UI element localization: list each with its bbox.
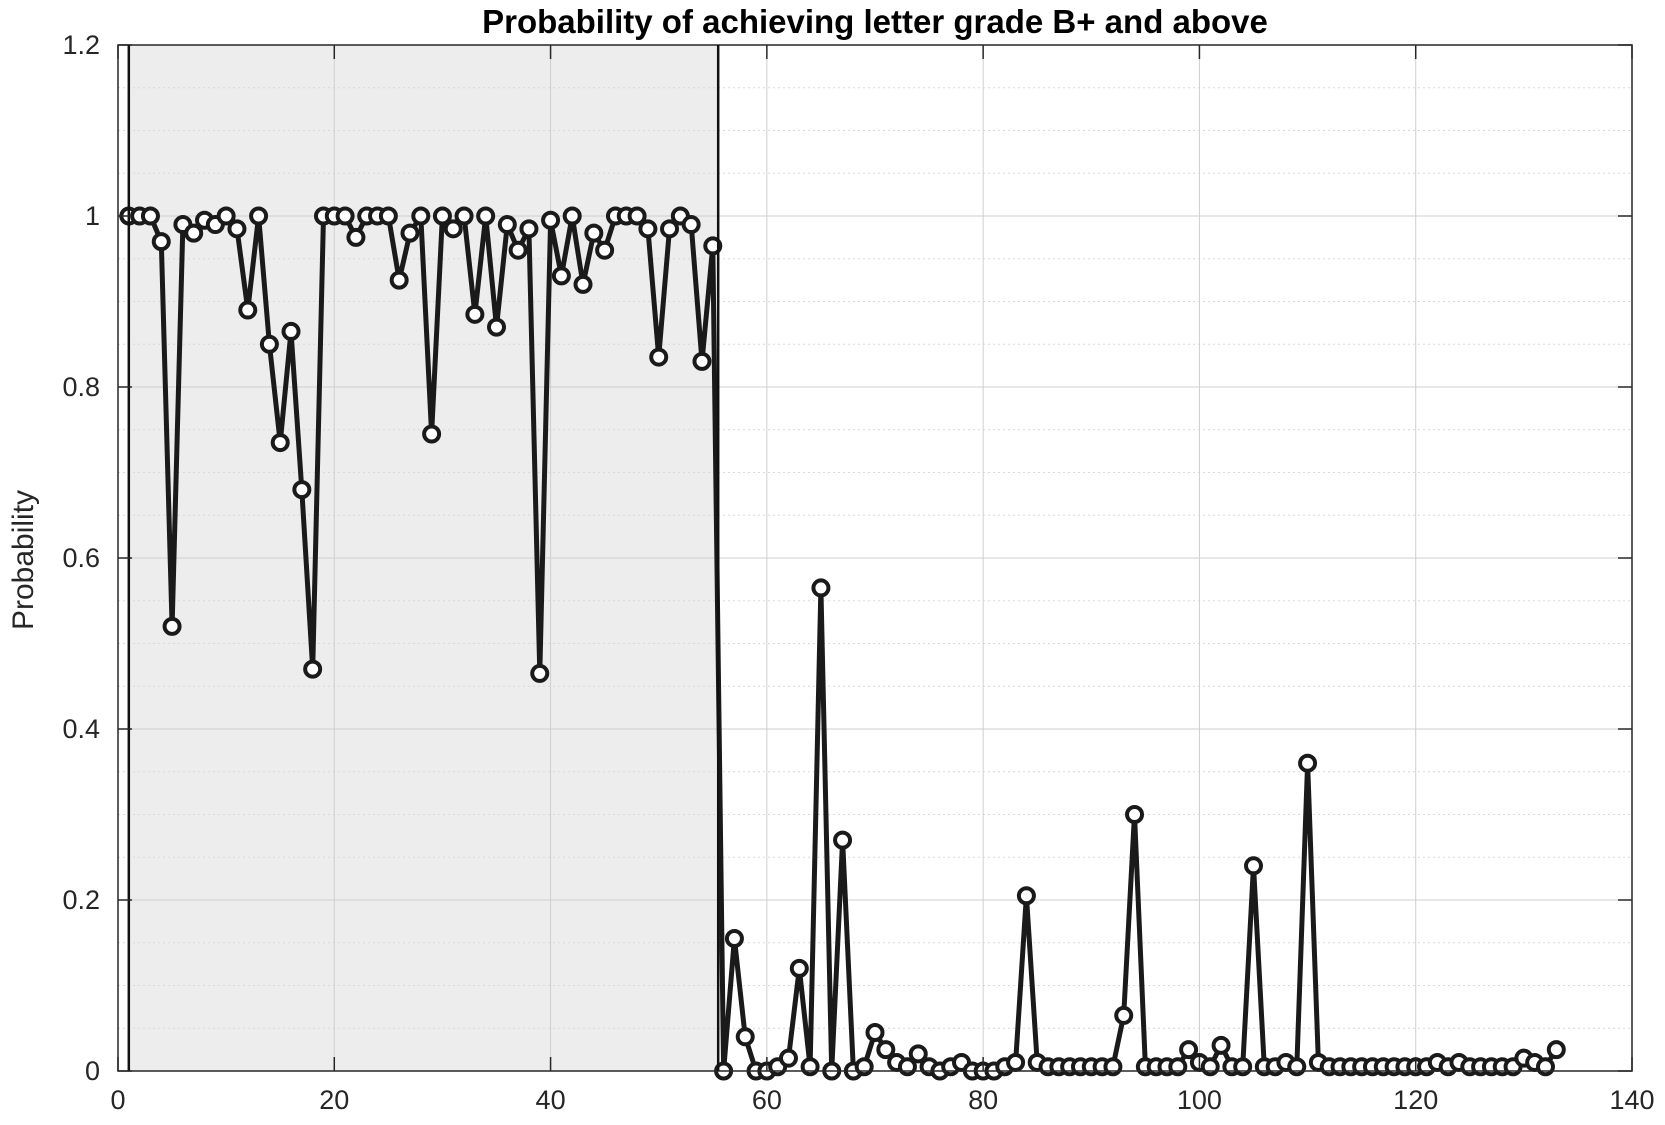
data-point [660, 219, 680, 239]
data-point [1168, 1057, 1188, 1077]
data-point [487, 317, 506, 337]
data-point [854, 1057, 874, 1077]
data-point [876, 1040, 896, 1060]
data-point [1114, 1005, 1134, 1025]
data-point [151, 232, 171, 252]
data-point [1179, 1040, 1199, 1060]
y-axis-label: Probability [7, 490, 40, 630]
data-point [595, 240, 615, 260]
chart-title: Probability of achieving letter grade B+… [482, 3, 1268, 40]
data-markers [119, 206, 1566, 1081]
x-tick-label: 120 [1393, 1085, 1438, 1115]
data-point [184, 223, 204, 243]
x-tick-label: 140 [1609, 1085, 1654, 1115]
data-point [303, 659, 323, 679]
data-point [1287, 1057, 1307, 1077]
data-point [638, 219, 658, 239]
data-point [1016, 886, 1036, 906]
data-point [292, 480, 312, 500]
data-point [519, 219, 539, 239]
y-tick-label: 0.8 [62, 372, 100, 402]
data-point [573, 274, 593, 294]
data-point [422, 424, 442, 444]
x-tick-label: 100 [1177, 1085, 1222, 1115]
data-point [411, 206, 431, 226]
data-point [227, 219, 247, 239]
data-point [238, 300, 258, 320]
data-point [681, 215, 701, 235]
data-point [335, 206, 355, 226]
data-point [584, 223, 604, 243]
data-point [378, 206, 398, 226]
data-point [1298, 753, 1318, 773]
data-point [627, 206, 647, 226]
data-point [692, 351, 712, 371]
data-point [508, 240, 528, 260]
data-point [865, 1023, 885, 1043]
data-point [1546, 1040, 1566, 1060]
data-point [541, 210, 561, 230]
y-tick-label: 0.6 [62, 543, 100, 573]
data-point [389, 270, 409, 290]
data-point [497, 215, 517, 235]
data-point [281, 321, 301, 341]
data-point [465, 304, 485, 324]
data-point [1244, 856, 1263, 876]
data-point [1125, 805, 1145, 824]
data-point [530, 663, 550, 683]
data-point [703, 236, 723, 256]
x-tick-label: 0 [110, 1085, 125, 1115]
x-tick-label: 60 [752, 1085, 782, 1115]
data-point [1006, 1052, 1026, 1072]
data-point [1535, 1057, 1555, 1077]
data-point [724, 928, 744, 948]
data-point [811, 578, 831, 598]
data-point [454, 206, 474, 226]
data-point [800, 1057, 820, 1077]
data-point [562, 206, 582, 226]
y-tick-label: 0.2 [62, 885, 100, 915]
data-point [443, 219, 463, 239]
data-point [735, 1027, 755, 1047]
y-tick-label: 0.4 [62, 714, 100, 744]
data-point [789, 958, 809, 978]
y-tick-label: 1.2 [62, 30, 100, 60]
data-point [162, 616, 182, 636]
data-point [649, 347, 669, 367]
data-point [1211, 1035, 1231, 1055]
x-tick-label: 80 [968, 1085, 998, 1115]
tick-labels: 0 0.2 0.4 0.6 0.8 1 1.2 0 20 40 60 80 100 120 140 [62, 30, 1654, 1115]
data-point [476, 206, 496, 226]
data-point [270, 433, 290, 453]
data-point [1233, 1057, 1253, 1077]
data-point [400, 223, 420, 243]
data-point [249, 206, 269, 226]
data-point [216, 206, 236, 226]
y-tick-label: 1 [85, 201, 100, 231]
data-point [1200, 1057, 1220, 1077]
data-point [833, 830, 853, 850]
data-point [140, 206, 160, 226]
data-point [432, 206, 452, 226]
x-tick-label: 40 [536, 1085, 566, 1115]
x-tick-label: 20 [319, 1085, 349, 1115]
y-tick-label: 0 [85, 1056, 100, 1086]
data-point [778, 1048, 798, 1068]
data-point [259, 334, 279, 354]
data-point [908, 1044, 928, 1064]
data-point [551, 266, 571, 286]
data-point [1103, 1057, 1123, 1077]
data-point [346, 227, 366, 247]
